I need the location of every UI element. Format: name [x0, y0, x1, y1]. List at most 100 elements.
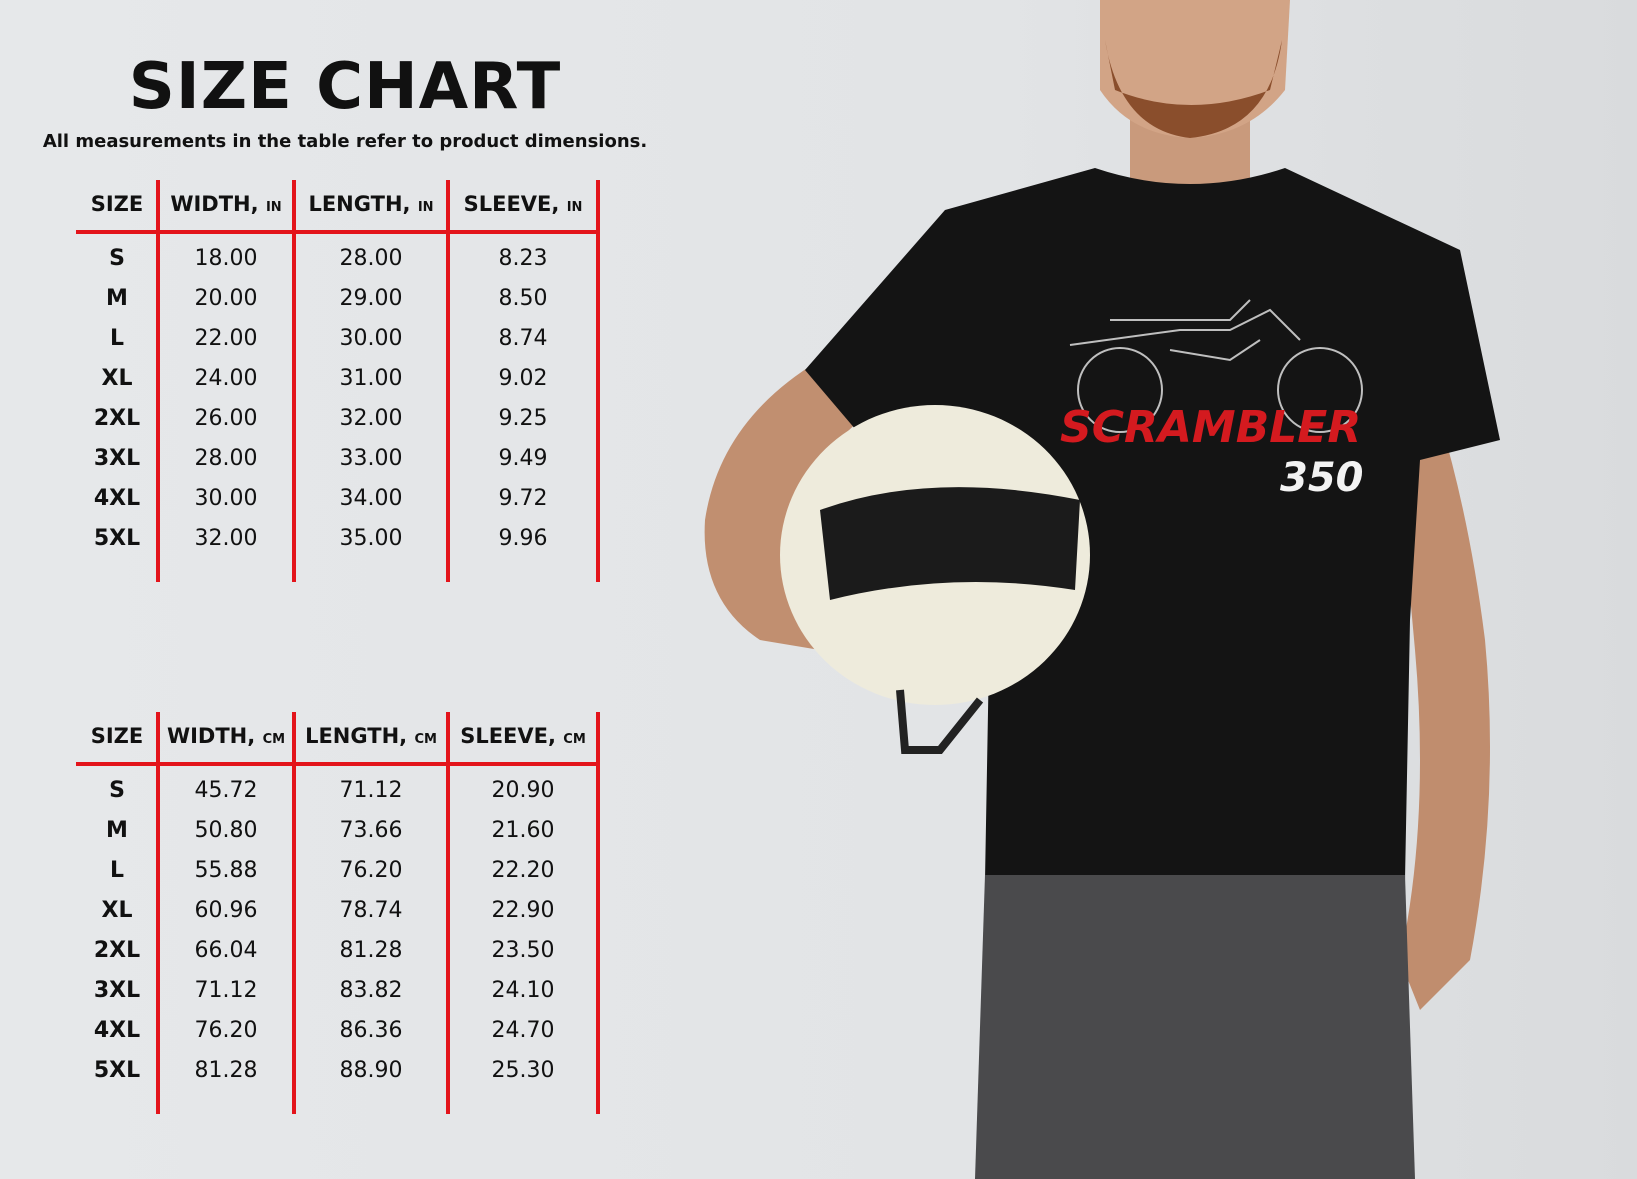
column-divider — [156, 180, 160, 582]
measurement-cell: 22.00 — [194, 326, 258, 351]
column-header: SLEEVE, IN — [448, 192, 598, 216]
column-header-unit: IN — [417, 200, 434, 215]
measurement-cell: 45.72 — [194, 778, 258, 803]
measurement-cell: 81.28 — [339, 938, 403, 963]
measurement-cell: 88.90 — [339, 1058, 403, 1083]
measurement-cell: 35.00 — [339, 526, 403, 551]
column-header: LENGTH, CM — [294, 724, 448, 748]
measurement-cell: 8.23 — [498, 246, 548, 271]
measurement-cell: 32.00 — [339, 406, 403, 431]
column-divider — [446, 712, 450, 1114]
column-header-unit: CM — [262, 732, 286, 747]
model-right-arm — [1395, 420, 1490, 1010]
column-divider — [596, 180, 600, 582]
measurement-cell: 73.66 — [339, 818, 403, 843]
measurement-cell: 76.20 — [339, 858, 403, 883]
model-jeans — [975, 875, 1415, 1179]
size-table-cm: SIZE WIDTH, CM LENGTH, CM SLEEVE, CM S 45.72… — [76, 712, 600, 1114]
column-header: SIZE — [76, 192, 158, 216]
measurement-cell: 71.12 — [194, 978, 258, 1003]
measurement-cell: 78.74 — [339, 898, 403, 923]
measurement-cell: 50.80 — [194, 818, 258, 843]
column-header-label: WIDTH, — [166, 724, 256, 748]
column-header: WIDTH, IN — [158, 192, 294, 216]
measurement-cell: 81.28 — [194, 1058, 258, 1083]
size-label: 3XL — [93, 446, 141, 471]
size-table-inches: SIZE WIDTH, IN LENGTH, IN SLEEVE, IN S 18.00… — [76, 180, 600, 582]
size-label: 4XL — [93, 486, 141, 511]
measurement-cell: 9.02 — [498, 366, 548, 391]
column-divider — [156, 712, 160, 1114]
column-header-unit: CM — [414, 732, 437, 747]
measurement-cell: 8.74 — [498, 326, 548, 351]
column-divider — [446, 180, 450, 582]
column-divider — [292, 712, 296, 1114]
column-header-label: WIDTH, — [170, 192, 259, 216]
helmet-chin-strap — [896, 689, 984, 754]
measurement-cell: 18.00 — [194, 246, 258, 271]
measurement-cell: 20.90 — [491, 778, 555, 803]
measurement-cell: 55.88 — [194, 858, 258, 883]
measurement-cell: 32.00 — [194, 526, 258, 551]
size-label: L — [109, 326, 125, 351]
measurement-cell: 8.50 — [498, 286, 548, 311]
measurement-cell: 22.20 — [491, 858, 555, 883]
size-label: M — [106, 286, 128, 311]
measurement-cell: 30.00 — [194, 486, 258, 511]
helmet-visor-opening — [820, 487, 1080, 600]
measurement-cell: 66.04 — [194, 938, 258, 963]
page-subtitle: All measurements in the table refer to p… — [42, 131, 648, 152]
size-label: 3XL — [93, 978, 141, 1003]
shirt-print-350: 350 — [1280, 455, 1364, 501]
column-header-label: SLEEVE, — [460, 724, 556, 748]
size-label: S — [109, 246, 125, 271]
column-header-label: SIZE — [90, 192, 144, 216]
measurement-cell: 28.00 — [339, 246, 403, 271]
measurement-cell: 29.00 — [339, 286, 403, 311]
size-label: XL — [101, 366, 133, 391]
measurement-cell: 22.90 — [491, 898, 555, 923]
column-header-unit: CM — [563, 732, 586, 747]
measurement-cell: 25.30 — [491, 1058, 555, 1083]
measurement-cell: 86.36 — [339, 1018, 403, 1043]
size-label: 5XL — [93, 526, 141, 551]
column-divider — [292, 180, 296, 582]
motorcycle-line-art — [1069, 299, 1363, 433]
measurement-cell: 23.50 — [491, 938, 555, 963]
size-label: 2XL — [93, 406, 141, 431]
measurement-cell: 28.00 — [194, 446, 258, 471]
model-tshirt — [805, 168, 1500, 880]
size-label: S — [109, 778, 125, 803]
measurement-cell: 83.82 — [339, 978, 403, 1003]
measurement-cell: 9.25 — [498, 406, 548, 431]
column-header: SIZE — [76, 724, 158, 748]
column-header: WIDTH, CM — [158, 724, 294, 748]
column-divider — [596, 712, 600, 1114]
measurement-cell: 9.49 — [498, 446, 548, 471]
size-label: 4XL — [93, 1018, 141, 1043]
measurement-cell: 24.70 — [491, 1018, 555, 1043]
measurement-cell: 24.00 — [194, 366, 258, 391]
column-header-unit: IN — [265, 200, 282, 215]
column-header-label: SIZE — [90, 724, 144, 748]
size-label: XL — [101, 898, 133, 923]
column-header-label: SLEEVE, — [463, 192, 560, 216]
size-label: 2XL — [93, 938, 141, 963]
column-header-unit: IN — [566, 200, 583, 215]
size-label: M — [106, 818, 128, 843]
shirt-print-scrambler: SCRAMBLER — [1060, 402, 1362, 453]
column-header: LENGTH, IN — [294, 192, 448, 216]
measurement-cell: 71.12 — [339, 778, 403, 803]
header-divider — [76, 762, 598, 766]
page-title: SIZE CHART — [128, 50, 562, 124]
measurement-cell: 9.96 — [498, 526, 548, 551]
measurement-cell: 60.96 — [194, 898, 258, 923]
column-header-label: LENGTH, — [305, 724, 408, 748]
measurement-cell: 34.00 — [339, 486, 403, 511]
model-beard — [1105, 40, 1282, 138]
measurement-cell: 76.20 — [194, 1018, 258, 1043]
measurement-cell: 30.00 — [339, 326, 403, 351]
measurement-cell: 24.10 — [491, 978, 555, 1003]
measurement-cell: 26.00 — [194, 406, 258, 431]
